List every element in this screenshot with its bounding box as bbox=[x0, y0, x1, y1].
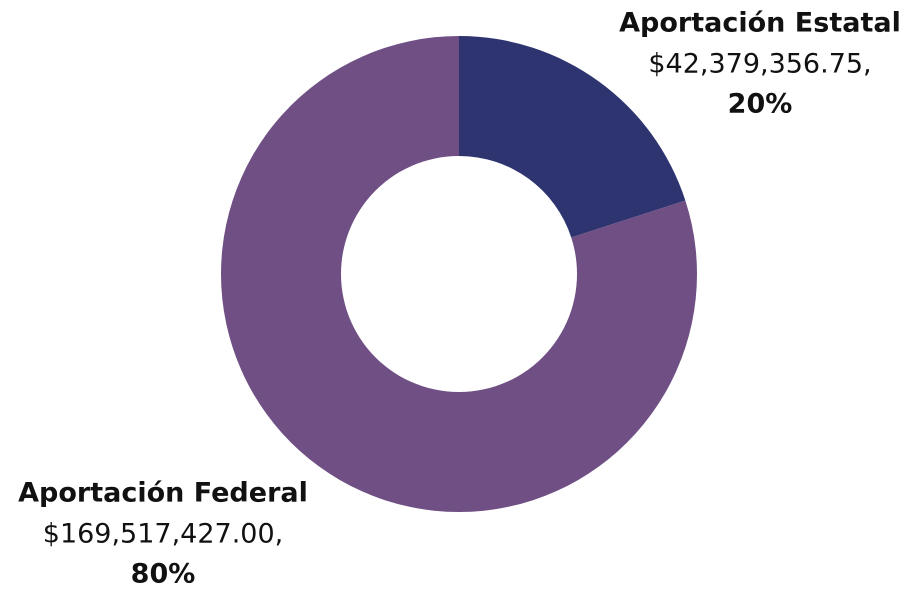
donut-slice bbox=[220, 36, 697, 512]
slice-label: Aportación Estatal bbox=[619, 8, 901, 39]
value-label: $169,517,427.00, bbox=[43, 519, 283, 550]
donut-slice bbox=[459, 36, 686, 238]
slice-label: Aportación Federal bbox=[18, 478, 308, 509]
percent-label: 80% bbox=[131, 559, 196, 590]
value-label: $42,379,356.75, bbox=[648, 49, 871, 80]
percent-label: 20% bbox=[728, 89, 793, 120]
